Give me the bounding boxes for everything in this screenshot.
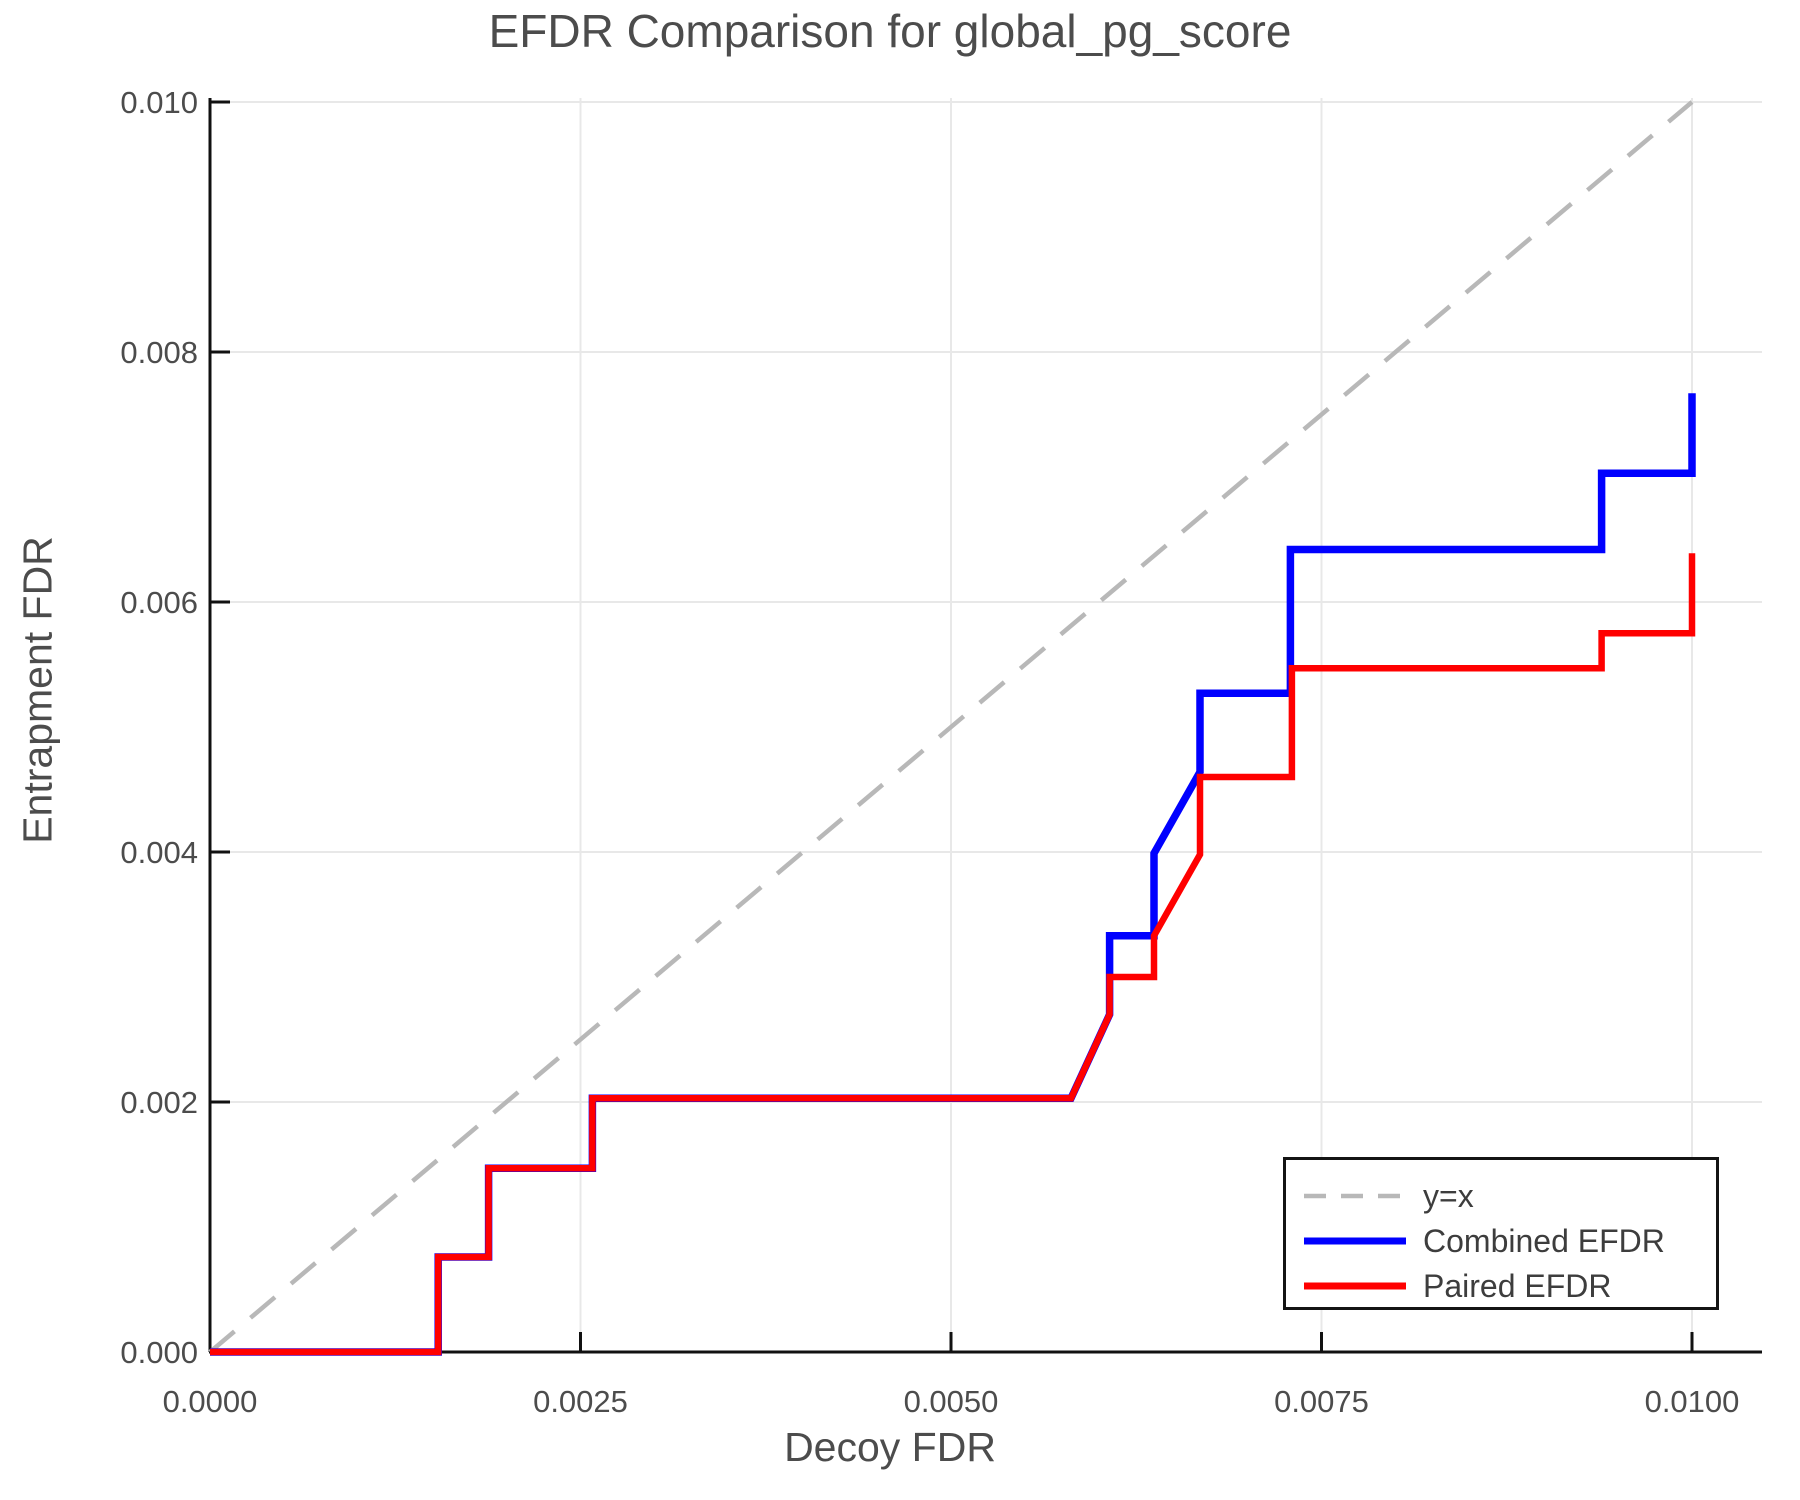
legend-item-paired-efdr: Paired EFDR (1302, 1263, 1716, 1308)
reference-line-yx (208, 100, 1694, 1354)
legend-item-yx: y=x (1302, 1173, 1716, 1218)
x-axis-title: Decoy FDR (784, 1424, 996, 1470)
y-tick-label: 0.004 (120, 835, 198, 870)
x-tick-label: 0.0050 (904, 1384, 999, 1419)
x-tick-label: 0.0025 (533, 1384, 628, 1419)
dashed-line-swatch (1304, 1193, 1406, 1198)
y-tick-label: 0.000 (120, 1335, 198, 1370)
y-tick-label: 0.006 (120, 585, 198, 620)
paired-efdr-line (210, 553, 1696, 1356)
legend: y=x Combined EFDR Paired EFDR (1283, 1157, 1719, 1310)
legend-item-combined-efdr: Combined EFDR (1302, 1218, 1716, 1263)
legend-label-combined-efdr: Combined EFDR (1423, 1222, 1665, 1259)
red-line-swatch (1304, 1282, 1406, 1289)
y-tick-label: 0.002 (120, 1085, 198, 1120)
legend-label-yx: y=x (1423, 1177, 1474, 1214)
x-tick-label: 0.0100 (1645, 1384, 1740, 1419)
x-tick-label: 0.0000 (163, 1384, 258, 1419)
y-axis-title: Entrapment FDR (14, 536, 61, 844)
y-tick-label: 0.010 (120, 85, 198, 120)
x-tick-label: 0.0075 (1274, 1384, 1369, 1419)
y-tick-label: 0.008 (120, 335, 198, 370)
legend-label-paired-efdr: Paired EFDR (1423, 1267, 1612, 1304)
chart-title: EFDR Comparison for global_pg_score (488, 5, 1292, 57)
blue-line-swatch (1304, 1237, 1406, 1244)
